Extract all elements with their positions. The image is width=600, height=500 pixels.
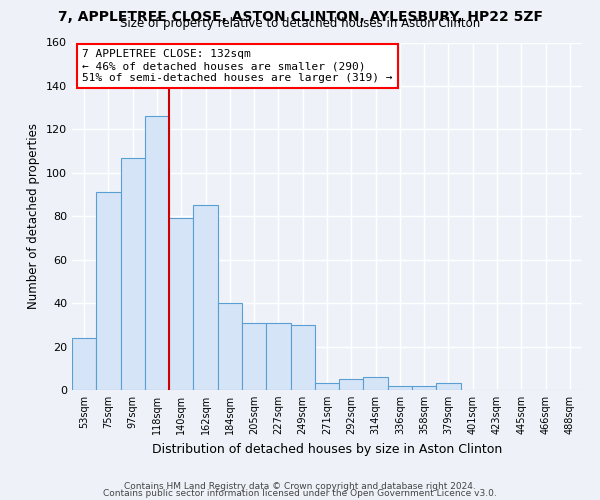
Bar	[242, 322, 266, 390]
Bar	[72, 338, 96, 390]
Bar	[315, 384, 339, 390]
Bar	[218, 303, 242, 390]
Bar	[193, 206, 218, 390]
Text: 7 APPLETREE CLOSE: 132sqm
← 46% of detached houses are smaller (290)
51% of semi: 7 APPLETREE CLOSE: 132sqm ← 46% of detac…	[82, 50, 392, 82]
Bar	[412, 386, 436, 390]
X-axis label: Distribution of detached houses by size in Aston Clinton: Distribution of detached houses by size …	[152, 442, 502, 456]
Bar	[339, 379, 364, 390]
Bar	[266, 322, 290, 390]
Y-axis label: Number of detached properties: Number of detached properties	[28, 123, 40, 309]
Bar	[364, 377, 388, 390]
Bar	[436, 384, 461, 390]
Text: Contains HM Land Registry data © Crown copyright and database right 2024.: Contains HM Land Registry data © Crown c…	[124, 482, 476, 491]
Text: Size of property relative to detached houses in Aston Clinton: Size of property relative to detached ho…	[120, 18, 480, 30]
Bar	[145, 116, 169, 390]
Bar	[121, 158, 145, 390]
Bar	[169, 218, 193, 390]
Bar	[388, 386, 412, 390]
Bar	[290, 325, 315, 390]
Bar	[96, 192, 121, 390]
Text: 7, APPLETREE CLOSE, ASTON CLINTON, AYLESBURY, HP22 5ZF: 7, APPLETREE CLOSE, ASTON CLINTON, AYLES…	[58, 10, 542, 24]
Text: Contains public sector information licensed under the Open Government Licence v3: Contains public sector information licen…	[103, 489, 497, 498]
